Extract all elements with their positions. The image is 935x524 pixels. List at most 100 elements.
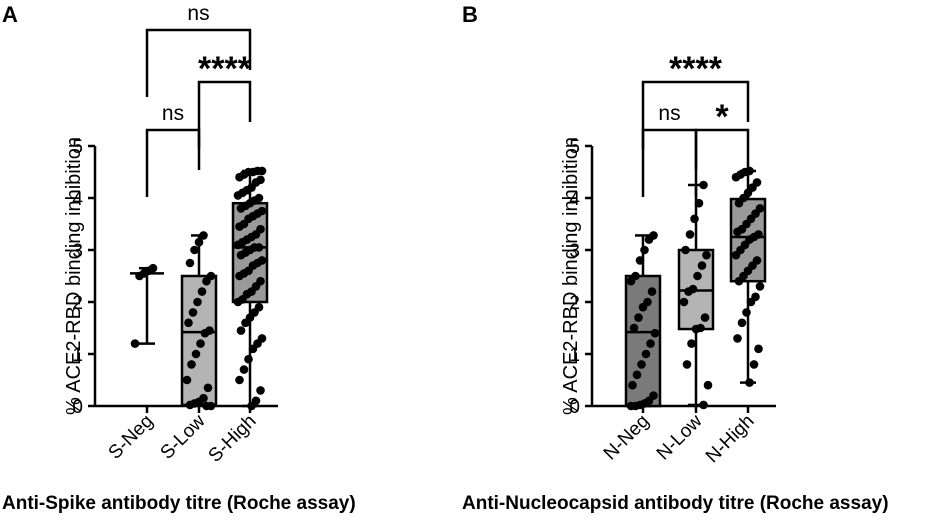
significance-label: * [715,98,729,136]
data-point [244,354,253,364]
bracket-line [145,128,201,197]
data-point [629,323,639,333]
y-tick-label: 2 [72,293,83,314]
data-point [628,380,637,390]
x-axis-title: Anti-Nucleocapsid antibody titre (Roche … [462,493,889,514]
data-point [679,297,689,307]
significance-label: **** [198,50,252,88]
points-n-low [679,180,713,410]
data-point [687,339,696,348]
data-point [751,292,760,302]
significance-bracket: **** [197,50,252,149]
points-n-neg [626,231,660,411]
data-point [199,393,208,403]
significance-label: **** [669,50,723,88]
data-point [696,323,705,333]
data-point [206,271,216,281]
significance-bracket: ns [145,102,201,197]
data-point [187,360,196,369]
y-axis-title: % ACE2-RBD binding inhibition [560,137,582,415]
data-point [733,334,742,343]
chart-panel-a: A 0 1 2 3 4 5% ACE2-RBD binding inhibition S-Ne… [2,2,356,514]
data-point [199,231,208,240]
data-point [130,339,140,348]
bracket-line [197,80,252,149]
data-point [634,313,643,322]
data-point [737,318,747,328]
data-point [754,230,763,239]
data-point [191,349,201,359]
data-point [256,276,265,286]
data-point [256,386,265,395]
points-s-high [233,166,267,411]
data-point [752,256,762,265]
y-axis-title: % ACE2-RBD binding inhibition [63,137,85,415]
data-point [635,256,645,265]
significance-bracket: ns [641,102,698,197]
data-point [685,230,695,239]
x-category-label: S-Low [157,410,210,463]
y-tick-label: 4 [569,189,580,210]
bracket-line [641,128,698,197]
x-category-label: N-High [702,411,759,468]
y-tick-label: 2 [569,293,580,314]
data-point [182,375,192,385]
y-tick-label: 1 [569,345,580,366]
data-point [641,349,651,359]
data-point [196,339,205,348]
panel-letter: B [462,2,478,27]
data-point [148,263,158,273]
data-point [646,339,655,348]
data-point [236,326,246,335]
y-tick-label: 5 [569,137,580,158]
y-tick-label: 3 [569,241,580,262]
data-point [235,375,244,385]
data-point [257,256,267,265]
data-point [699,400,708,410]
box-s-neg [130,266,164,345]
data-point [257,166,267,176]
data-point [203,383,213,393]
y-tick-label: 5 [72,137,83,158]
x-category-label: S-High [205,411,261,467]
data-point [637,360,646,369]
data-point [254,193,264,203]
bracket-line [641,80,750,149]
data-point [256,175,265,185]
data-point [206,401,216,411]
data-point [649,231,658,240]
y-tick-label: 0 [569,397,580,418]
data-point [745,166,754,176]
data-point [702,250,711,260]
data-point [254,302,264,312]
x-axis-title: Anti-Spike antibody titre (Roche assay) [2,493,356,514]
data-point [205,326,214,335]
significance-label: ns [658,102,680,125]
data-point [643,297,652,307]
data-point [745,378,754,387]
data-point [690,214,699,224]
data-point [697,261,707,270]
data-point [631,271,640,281]
significance-bracket: **** [641,50,750,149]
data-point [254,243,264,252]
data-point [188,308,198,317]
data-point [257,206,267,216]
data-point [752,178,762,187]
data-point [703,380,713,390]
y-tick-label: 0 [72,397,83,418]
panel-letter: A [2,2,18,27]
data-point [632,370,642,380]
data-point [185,258,195,268]
data-point [754,344,763,354]
data-point [699,180,708,190]
data-point [184,318,193,328]
significance-bracket: ns [145,2,252,97]
y-tick-label: 1 [72,345,83,366]
data-point [194,237,204,247]
significance-bracket: * [694,98,750,197]
bracket-line [694,128,750,197]
points-n-high [731,166,765,387]
chart-panel-b: B 0 1 2 3 4 5% ACE2-RBD binding inhibition N-Ne… [462,2,889,514]
